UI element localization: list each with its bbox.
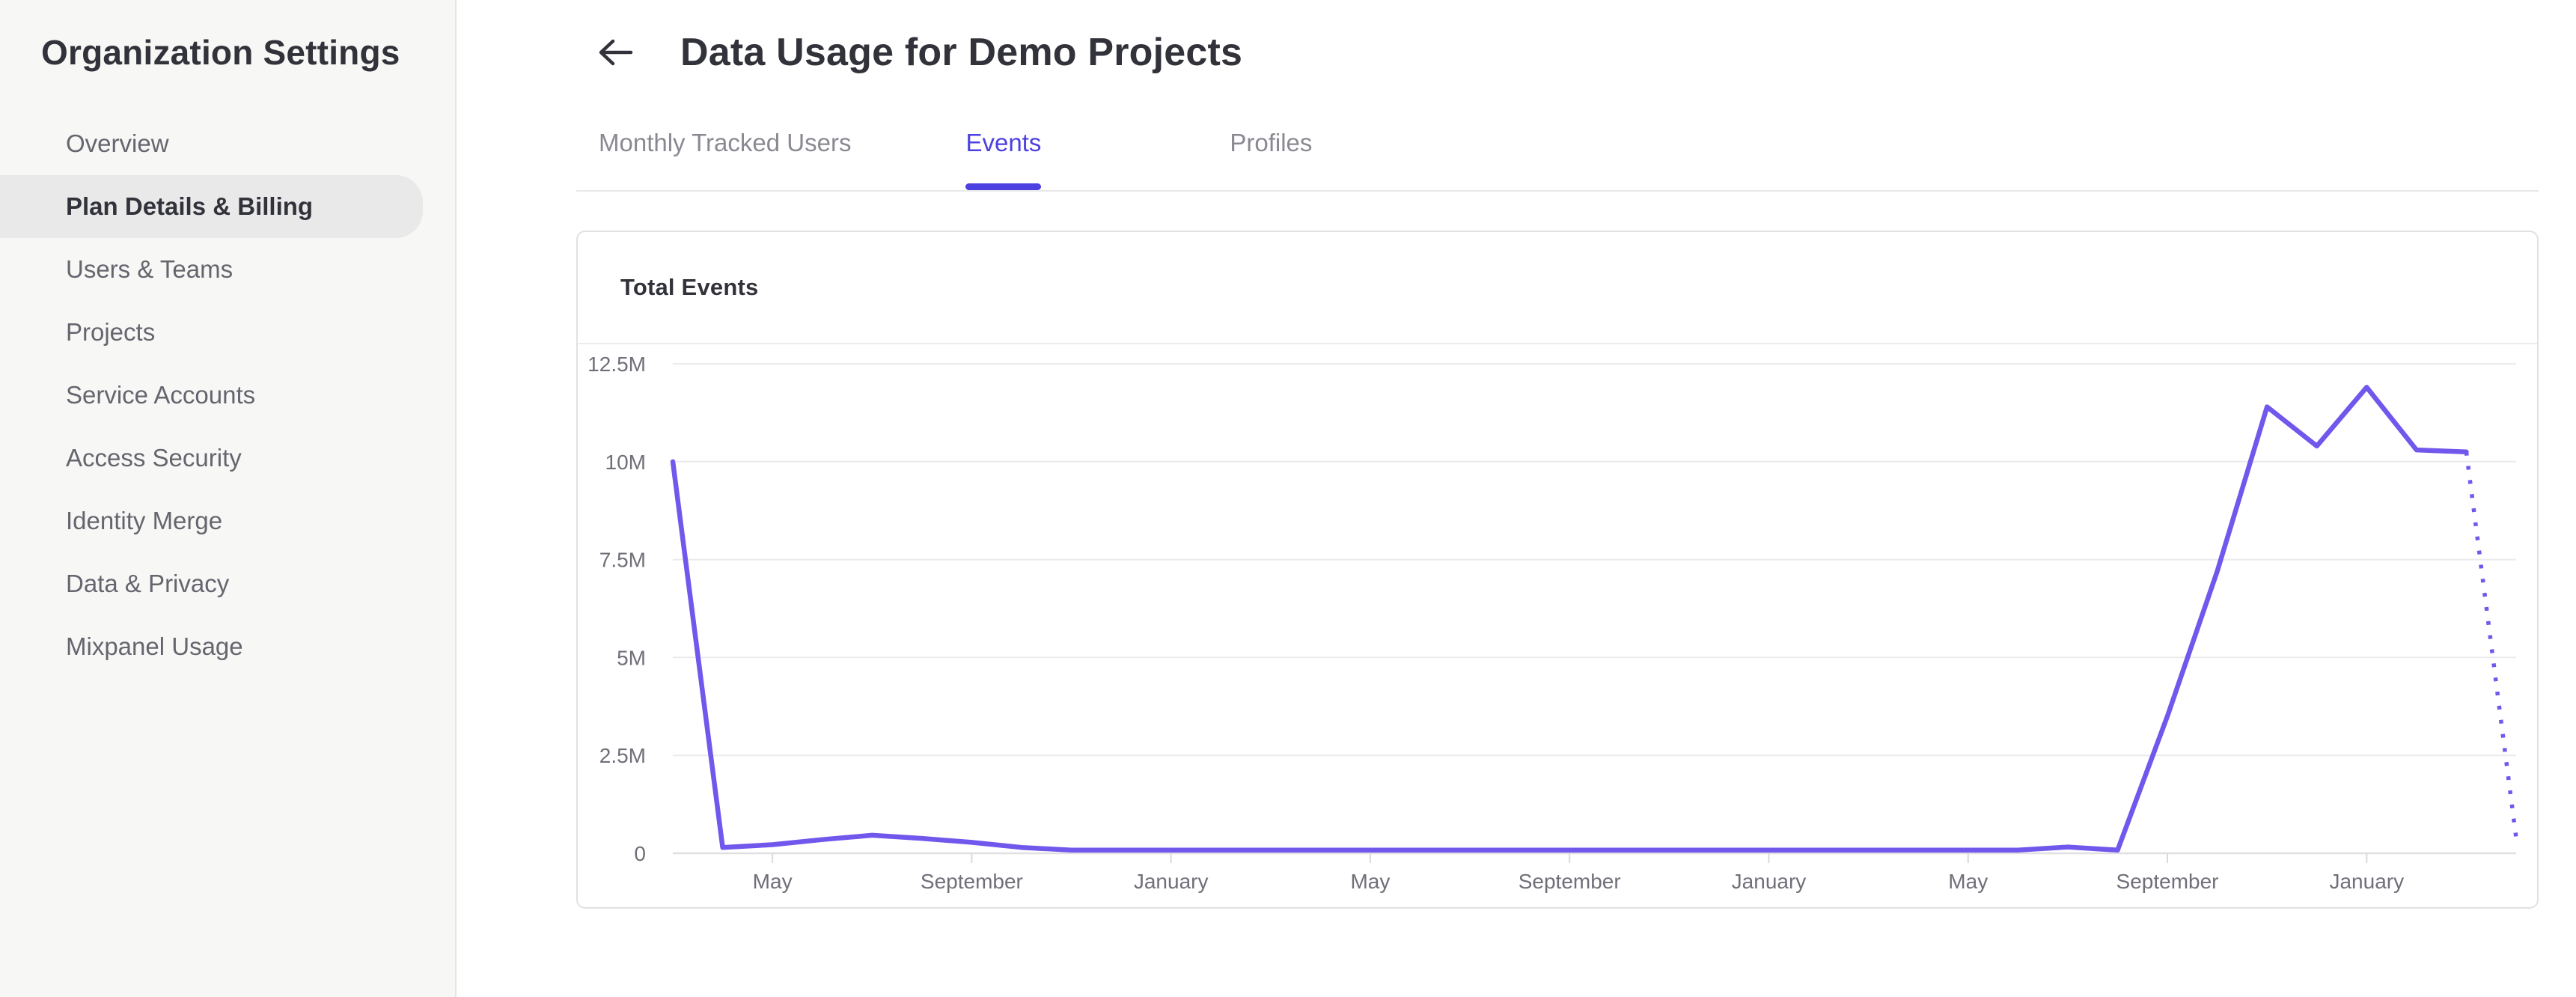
sidebar-item-identity-merge[interactable]: Identity Merge — [0, 490, 423, 552]
card-header: Total Events — [578, 232, 2537, 344]
tab-bar: Monthly Tracked Users Events Profiles — [576, 96, 2539, 192]
sidebar-item-projects[interactable]: Projects — [0, 301, 423, 364]
sidebar-item-access-security[interactable]: Access Security — [0, 427, 423, 490]
sidebar-item-label: Data & Privacy — [66, 570, 230, 597]
sidebar-item-label: Identity Merge — [66, 507, 223, 534]
tab-label: Profiles — [1230, 129, 1313, 156]
sidebar-item-label: Access Security — [66, 444, 242, 472]
x-axis-label: September — [1519, 870, 1621, 893]
x-axis-label: May — [1948, 870, 1988, 893]
y-axis-label: 0 — [634, 842, 646, 865]
x-axis-label: January — [1134, 870, 1209, 893]
sidebar-item-label: Users & Teams — [66, 255, 234, 283]
x-axis-label: January — [2329, 870, 2404, 893]
y-axis-label: 7.5M — [599, 549, 646, 572]
sidebar-item-overview[interactable]: Overview — [0, 112, 423, 175]
active-tab-underline — [965, 183, 1042, 190]
sidebar-item-users-teams[interactable]: Users & Teams — [0, 238, 423, 301]
x-axis-label: May — [1350, 870, 1390, 893]
sidebar: Organization Settings Overview Plan Detai… — [0, 0, 457, 997]
sidebar-item-mixpanel-usage[interactable]: Mixpanel Usage — [0, 615, 423, 678]
tab-profiles[interactable]: Profiles — [1230, 96, 1312, 190]
back-button[interactable] — [596, 34, 634, 71]
line-chart-svg: 0 2.5M 5M 7.5M 10M 12.5M May September January Ma… — [587, 353, 2518, 893]
tab-events[interactable]: Events — [965, 96, 1042, 190]
y-axis-label: 10M — [605, 451, 646, 474]
x-axis-label: January — [1732, 870, 1807, 893]
main-content: Data Usage for Demo Projects Monthly Tra… — [457, 0, 2576, 997]
x-axis-label: May — [753, 870, 793, 893]
sidebar-item-label: Mixpanel Usage — [66, 632, 243, 660]
card-title: Total Events — [620, 274, 759, 300]
total-events-card: Total Events 0 2.5M 5M 7.5M 10M 12.5M May Septe… — [576, 231, 2539, 909]
tab-label: Monthly Tracked Users — [599, 129, 852, 156]
projected-usage-dotted-line — [2464, 451, 2518, 838]
x-axis-label: September — [2116, 870, 2219, 893]
page-header: Data Usage for Demo Projects — [457, 0, 2576, 78]
y-axis-label: 2.5M — [599, 744, 646, 767]
y-axis-label: 5M — [617, 646, 646, 669]
sidebar-item-service-accounts[interactable]: Service Accounts — [0, 364, 423, 427]
x-axis-label: September — [921, 870, 1023, 893]
page-title: Data Usage for Demo Projects — [680, 31, 1243, 74]
sidebar-nav: Overview Plan Details & Billing Users & Te… — [0, 112, 455, 678]
back-arrow-icon — [599, 39, 633, 66]
total-events-series-line — [670, 385, 2469, 853]
sidebar-item-label: Service Accounts — [66, 381, 256, 409]
sidebar-item-label: Plan Details & Billing — [66, 192, 314, 220]
sidebar-title: Organization Settings — [41, 33, 400, 72]
sidebar-item-label: Overview — [66, 129, 169, 157]
sidebar-item-plan-details-billing[interactable]: Plan Details & Billing — [0, 175, 423, 238]
total-events-chart[interactable]: 0 2.5M 5M 7.5M 10M 12.5M May September January Ma… — [578, 344, 2537, 907]
sidebar-item-label: Projects — [66, 318, 156, 346]
y-axis-label: 12.5M — [587, 353, 646, 376]
tab-label: Events — [965, 129, 1042, 156]
sidebar-item-data-privacy[interactable]: Data & Privacy — [0, 552, 423, 615]
tab-monthly-tracked-users[interactable]: Monthly Tracked Users — [599, 96, 851, 190]
